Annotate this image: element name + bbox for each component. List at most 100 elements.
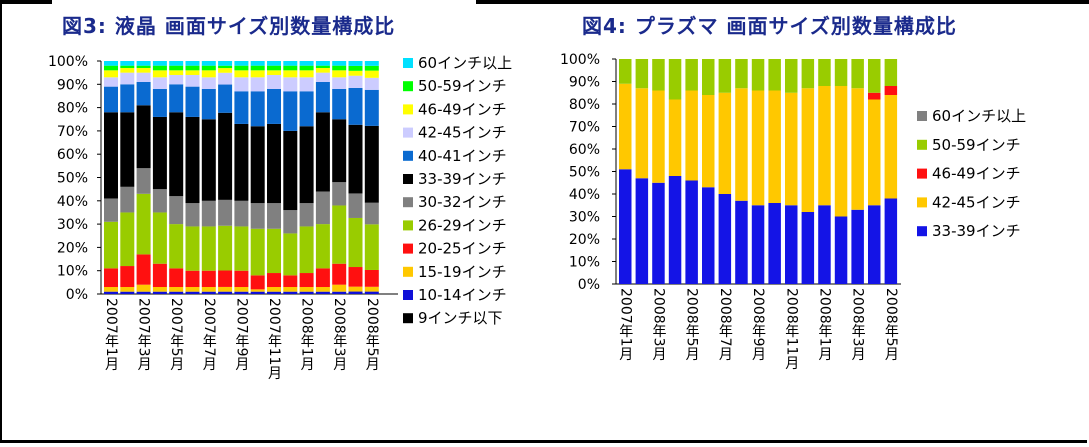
- chart3-bar-segment: [283, 233, 298, 276]
- chart3-legend-swatch: [403, 290, 413, 300]
- chart3-bar-segment: [169, 70, 184, 75]
- chart4-bar-segment: [834, 59, 848, 86]
- chart3-legend-swatch: [403, 58, 413, 68]
- chart3-ytick-label: 40%: [57, 194, 88, 210]
- chart4-bar-segment: [818, 59, 831, 86]
- chart4-bar-segment: [768, 90, 781, 203]
- chart3-xtick-label: 2008年1月: [299, 298, 315, 372]
- chart3-bar-segment: [267, 70, 281, 75]
- chart4-title: 図4: プラズマ 画面サイズ別数量構成比: [582, 14, 957, 38]
- chart3-bar-segment: [283, 77, 298, 92]
- chart3-xtick-label: 2007年3月: [136, 298, 152, 372]
- chart3-ytick-label: 70%: [57, 124, 88, 140]
- chart4-bar-segment: [768, 59, 781, 91]
- chart3-bar-segment: [267, 287, 281, 292]
- chart3-bar-segment: [185, 74, 200, 87]
- chart3-bar-segment: [299, 70, 314, 78]
- chart3-bar-segment: [364, 202, 379, 225]
- chart4-bar-segment: [868, 59, 881, 93]
- chart3-bar-segment: [267, 228, 281, 274]
- chart4-ytick-label: 100%: [560, 52, 600, 68]
- chart3-bar-segment: [136, 168, 151, 194]
- chart4-bar-segment: [751, 90, 765, 206]
- chart3-bar-segment: [299, 65, 314, 71]
- chart4-legend-label: 42-45インチ: [932, 193, 1021, 211]
- chart3-bar-segment: [185, 86, 200, 117]
- chart3-bar-segment: [169, 268, 184, 288]
- chart3-bar-segment: [152, 61, 167, 66]
- chart4-bar-segment: [619, 59, 632, 84]
- chart3-bar-segment: [283, 287, 298, 292]
- chart3-bar-segment: [201, 226, 216, 271]
- chart4-bar-segment: [635, 59, 649, 89]
- chart3-bar-segment: [136, 254, 151, 285]
- chart3-bar-segment: [152, 291, 167, 294]
- chart4-bar-segment: [785, 92, 798, 206]
- chart3-bar-segment: [104, 65, 118, 71]
- chart3-bar-segment: [136, 291, 151, 294]
- chart3-bar-segment: [250, 275, 265, 290]
- chart3-bar-segment: [348, 65, 363, 71]
- chart4-bar-segment: [652, 90, 665, 183]
- chart3-bar-segment: [152, 65, 167, 71]
- chart4-bar-segment: [735, 200, 748, 284]
- chart3-bar-segment: [283, 130, 298, 211]
- chart3-bar-segment: [348, 291, 363, 294]
- chart4-bar-segment: [884, 198, 898, 284]
- chart3-bar-segment: [315, 268, 330, 288]
- chart4-bar-segment: [685, 90, 698, 181]
- chart4-legend-swatch: [917, 197, 927, 208]
- chart3-legend-label: 42-45インチ: [418, 124, 507, 142]
- chart4-bar-segment: [652, 59, 665, 91]
- chart3-bar-segment: [104, 291, 118, 294]
- chart4-bar-segment: [619, 169, 632, 284]
- chart3-bar-segment: [104, 112, 118, 199]
- chart3-bar-segment: [364, 89, 379, 126]
- chart3-bar-segment: [315, 224, 330, 269]
- chart3-bar-segment: [332, 70, 347, 78]
- chart3-bar-segment: [169, 65, 184, 71]
- chart4-bar-segment: [884, 59, 898, 86]
- chart4-ytick-label: 50%: [569, 165, 600, 181]
- chart3-bar-segment: [136, 72, 151, 82]
- chart3-bar-segment: [267, 74, 281, 89]
- chart3-legend-swatch: [403, 313, 413, 324]
- chart4-xtick-label: 2008年1月: [816, 288, 832, 362]
- chart3-bar-segment: [332, 284, 347, 292]
- chart3-bar-segment: [234, 287, 249, 292]
- chart4-legend-swatch: [917, 226, 927, 237]
- chart3-bar-segment: [250, 70, 265, 78]
- chart4-ytick-label: 0%: [578, 277, 600, 293]
- chart3-bar-segment: [201, 88, 216, 120]
- chart4-xtick-label: 2008年9月: [750, 288, 766, 362]
- chart3-bar-segment: [250, 291, 265, 294]
- chart3-bar-segment: [364, 269, 379, 287]
- chart4-xtick-label: 2008年7月: [717, 288, 733, 362]
- chart3-bar-segment: [185, 203, 200, 227]
- chart4-bar-segment: [884, 95, 898, 199]
- chart3-bar-segment: [348, 286, 363, 292]
- chart3-bar-segment: [250, 289, 265, 292]
- chart3-bar-segment: [201, 119, 216, 201]
- chart3-bar-segment: [152, 263, 167, 288]
- chart3-ytick-label: 80%: [57, 101, 88, 117]
- chart4-bar-segment: [718, 194, 732, 284]
- chart3-ytick-label: 0%: [66, 287, 88, 303]
- chart3-bar-segment: [299, 287, 314, 292]
- chart3-bar-segment: [364, 125, 379, 203]
- chart4-bar-segment: [735, 88, 748, 201]
- chart3-bar-segment: [348, 87, 363, 125]
- chart3-bar-segment: [250, 77, 265, 92]
- chart3-bar-segment: [218, 68, 233, 73]
- chart3-bar-segment: [185, 70, 200, 75]
- chart3-bar-segment: [104, 268, 118, 288]
- chart3-bar-segment: [267, 61, 281, 66]
- chart4-xtick-label: 2008年3月: [850, 288, 866, 362]
- chart3-bar-segment: [152, 287, 167, 292]
- chart4-bar-segment: [868, 99, 881, 206]
- chart3-bar-segment: [120, 212, 135, 267]
- chart3-legend-swatch: [403, 104, 413, 115]
- chart4-xtick-label: 2007年1月: [617, 288, 633, 362]
- chart4-bar-segment: [818, 86, 831, 206]
- chart4-legend-swatch: [917, 139, 927, 150]
